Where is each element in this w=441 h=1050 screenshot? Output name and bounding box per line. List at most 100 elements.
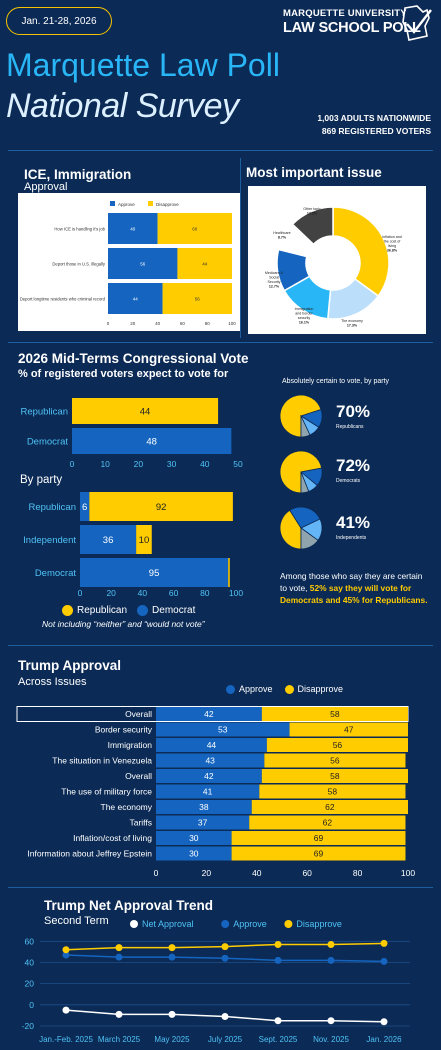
trump-category-label: The economy — [101, 802, 153, 812]
byparty-democrat-bar — [80, 558, 229, 587]
ice-x-tick: 80 — [205, 321, 211, 326]
byparty-legend: Republican Democrat — [62, 605, 195, 616]
trump-approve-bar — [156, 800, 252, 814]
ice-x-tick: 100 — [228, 321, 236, 326]
ice-disapprove-bar — [157, 213, 232, 244]
trend-x-tick: Jan.-Feb. 2025 — [39, 1035, 93, 1044]
trump-disapprove-value: 56 — [333, 740, 343, 750]
midterm-bar-value: 44 — [140, 407, 151, 418]
date-range-badge: Jan. 21-28, 2026 — [6, 7, 112, 35]
trump-subtitle: Across Issues — [18, 676, 87, 688]
logo-law-school-poll: LAW SCHOOL POLL — [283, 20, 421, 36]
ice-disapprove-value: 44 — [202, 262, 208, 267]
trend-point — [380, 1018, 388, 1026]
midterm-bar — [72, 428, 232, 454]
trump-disapprove-bar — [264, 753, 406, 768]
trend-point — [168, 953, 176, 961]
byparty-democrat-value: 36 — [103, 535, 114, 546]
section-divider — [8, 887, 433, 888]
byparty-republican-bar — [89, 492, 233, 521]
column-divider — [240, 158, 241, 338]
trump-disapprove-bar — [251, 800, 408, 814]
trump-approve-value: 30 — [189, 833, 199, 843]
issue-slice-label: Inflation and the cost of living 36.8% — [382, 235, 402, 253]
trump-approve-value: 42 — [204, 771, 214, 781]
trend-point — [221, 954, 229, 962]
legend-approve-label: Approve — [239, 684, 273, 694]
trump-approve-bar — [156, 769, 262, 783]
legend-disapprove-swatch — [284, 684, 294, 694]
trump-disapprove-bar — [259, 784, 406, 799]
trend-point — [380, 957, 388, 965]
trump-disapprove-bar — [261, 707, 408, 721]
trend-point — [115, 1010, 123, 1018]
midterm-x-tick: 40 — [200, 459, 210, 469]
trump-approve-bar — [156, 784, 260, 799]
trend-line-chart: Net Approval Approve Disapprove -20 0 20 40 60 J… — [22, 919, 410, 1044]
trump-disapprove-value: 69 — [314, 833, 324, 843]
issue-slice — [332, 206, 390, 298]
trend-x-tick: May 2025 — [154, 1035, 190, 1044]
trend-point — [274, 956, 282, 964]
ice-x-tick: 0 — [107, 321, 110, 326]
trump-category-label: Inflation/cost of living — [73, 833, 152, 843]
ice-approve-bar — [108, 283, 163, 314]
trump-category-label: Overall — [125, 771, 152, 781]
trump-approve-value: 38 — [199, 802, 209, 812]
trump-approve-bar — [156, 846, 232, 861]
certain-pie-slice — [289, 506, 321, 529]
byparty-democrat-bar — [80, 525, 137, 554]
midterm-subtitle: % of registered voters expect to vote fo… — [18, 368, 229, 380]
legend-democrat-swatch — [137, 605, 149, 616]
ice-approve-bar — [108, 213, 158, 244]
section-divider — [8, 645, 433, 646]
trump-approve-bar — [156, 738, 267, 752]
issue-slice-label: Medicare & Social Security 12.7% — [265, 271, 284, 289]
byparty-x-tick: 100 — [229, 588, 243, 598]
trump-disapprove-bar — [231, 831, 406, 845]
trend-point — [274, 1017, 282, 1025]
midterm-category-label: Republican — [20, 407, 68, 418]
trend-point — [62, 946, 70, 954]
ice-category-label: Deport those in U.S. illegally — [52, 262, 106, 267]
byparty-x-tick: 20 — [106, 588, 116, 598]
logo-university: MARQUETTE UNIVERSITY — [283, 8, 407, 19]
issue-slice-label: Healthcare 8.7% — [273, 231, 290, 240]
trend-point — [221, 943, 229, 951]
trump-x-tick: 0 — [154, 868, 159, 878]
midterm-category-label: Democrat — [27, 437, 69, 448]
certain-pies — [279, 394, 323, 550]
trump-disapprove-value: 58 — [328, 787, 338, 797]
ice-x-tick: 60 — [180, 321, 186, 326]
ice-subtitle: Approval — [24, 181, 68, 193]
midterm-bar-value: 48 — [146, 437, 157, 448]
trend-y-tick: 20 — [25, 979, 35, 989]
ice-disapprove-bar — [162, 283, 232, 314]
byparty-title: By party — [20, 474, 63, 486]
trend-legend-label: Net Approval — [142, 919, 194, 929]
trump-category-label: The use of military force — [61, 787, 152, 797]
trump-x-tick: 60 — [302, 868, 312, 878]
byparty-note: Not including “neither” and “would not v… — [42, 619, 205, 629]
trump-approve-value: 53 — [218, 725, 228, 735]
section-divider — [8, 150, 433, 151]
legend-republican-swatch — [62, 605, 73, 616]
trump-approve-bar — [156, 753, 265, 768]
trump-disapprove-value: 58 — [330, 771, 340, 781]
trump-approve-bar — [156, 815, 250, 830]
ice-disapprove-value: 56 — [195, 297, 201, 302]
byparty-democrat-value: 6 — [82, 502, 87, 513]
trend-point — [327, 956, 335, 964]
certain-pie-slice — [300, 527, 319, 550]
midterm-title: 2026 Mid-Terms Congressional Vote — [18, 351, 249, 366]
trend-y-tick: 40 — [25, 957, 35, 967]
trump-disapprove-value: 62 — [323, 818, 333, 828]
byparty-category-label: Independent — [23, 535, 76, 546]
trump-x-tick: 100 — [401, 868, 415, 878]
trend-point — [168, 1010, 176, 1018]
trump-approve-bar — [156, 831, 232, 845]
ice-chart-panel: Approve Disapprove How ICE is handling it'… — [18, 193, 240, 331]
certain-rep-pct: 70% — [336, 402, 371, 421]
trend-x-tick: Sept. 2025 — [259, 1035, 298, 1044]
certain-ind-label: Independents — [336, 535, 367, 541]
